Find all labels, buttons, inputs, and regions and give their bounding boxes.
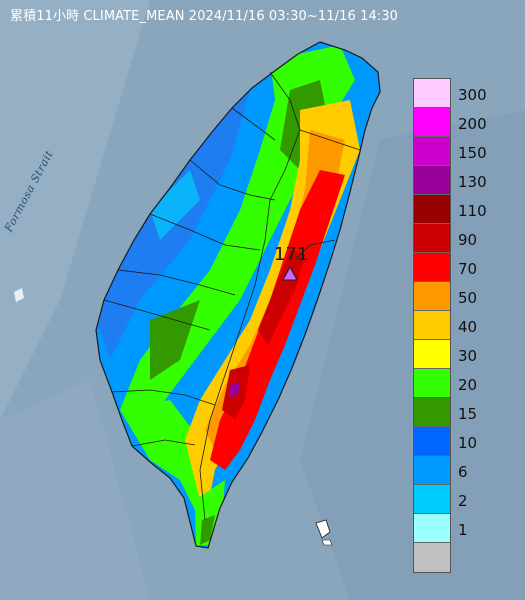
legend-swatch bbox=[414, 79, 450, 108]
legend-swatch bbox=[414, 195, 450, 224]
county-borders bbox=[103, 71, 361, 521]
legend-label: 30 bbox=[458, 347, 478, 365]
legend-swatch bbox=[414, 485, 450, 514]
green-island bbox=[315, 519, 331, 539]
legend-swatch bbox=[414, 369, 450, 398]
legend-label: 200 bbox=[458, 115, 487, 133]
legend-label: 15 bbox=[458, 405, 478, 423]
legend-swatch bbox=[414, 427, 450, 456]
legend-labels: 300 200 150 130 110 90 70 50 40 30 20 15 10 6 2 1 bbox=[458, 86, 487, 559]
legend-swatch bbox=[414, 137, 450, 166]
legend-label: 1 bbox=[458, 521, 468, 539]
max-marker-triangle bbox=[282, 265, 298, 281]
legend-label: 70 bbox=[458, 260, 478, 278]
legend-label: 300 bbox=[458, 86, 487, 104]
legend-label: 2 bbox=[458, 492, 468, 510]
map-title: 累積11小時 CLIMATE_MEAN 2024/11/16 03:30~11/… bbox=[10, 9, 399, 24]
legend-swatch bbox=[414, 311, 450, 340]
legend-swatch bbox=[414, 166, 450, 195]
legend-label: 10 bbox=[458, 434, 478, 452]
legend-label: 40 bbox=[458, 318, 478, 336]
legend-swatch bbox=[414, 108, 450, 137]
legend-label: 20 bbox=[458, 376, 478, 394]
legend-swatch bbox=[414, 282, 450, 311]
penghu-islands bbox=[14, 288, 24, 302]
legend-label: 130 bbox=[458, 173, 487, 191]
coastline bbox=[95, 41, 381, 549]
legend-label: 90 bbox=[458, 231, 478, 249]
legend-swatch bbox=[414, 456, 450, 485]
legend-label: 110 bbox=[458, 202, 487, 220]
legend-label: 150 bbox=[458, 144, 487, 162]
legend-swatch bbox=[414, 340, 450, 369]
legend-label: 6 bbox=[458, 463, 468, 481]
legend-swatch bbox=[414, 398, 450, 427]
legend-swatch bbox=[414, 514, 450, 543]
max-rainfall-value: 171 bbox=[274, 244, 309, 265]
legend-swatch bbox=[414, 224, 450, 253]
legend-swatches bbox=[413, 78, 451, 573]
orchid-island bbox=[321, 539, 333, 546]
legend-swatch bbox=[414, 543, 450, 572]
legend-swatch bbox=[414, 253, 450, 282]
legend-label: 50 bbox=[458, 289, 478, 307]
